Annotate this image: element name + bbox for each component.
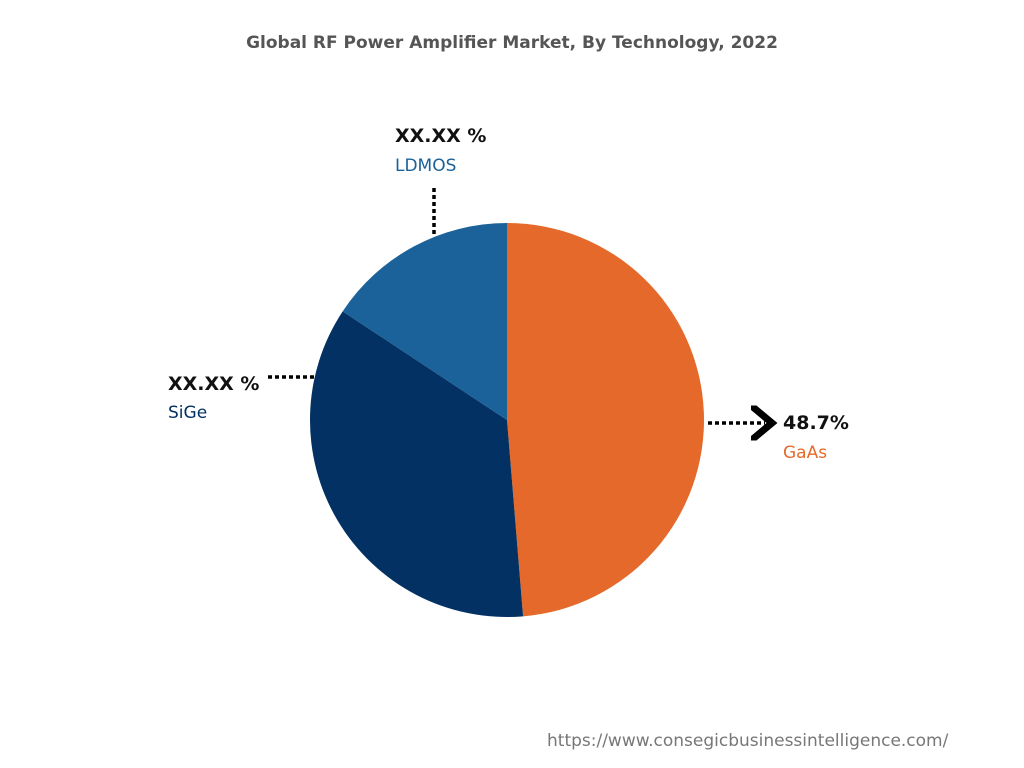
pie-slice-gaas: [507, 223, 705, 617]
data-label-gaas-name: GaAs: [783, 443, 828, 463]
data-label-sige-name: SiGe: [168, 403, 208, 423]
data-label-sige-value: XX.XX %: [168, 373, 260, 395]
data-label-ldmos-name: LDMOS: [395, 156, 457, 176]
source-url: https://www.consegicbusinessintelligence…: [547, 731, 949, 751]
pie-slice-ldmos: [342, 223, 507, 420]
chart-title: Global RF Power Amplifier Market, By Tec…: [246, 33, 778, 53]
pie-slice-sige: [310, 311, 524, 617]
data-label-ldmos-value: XX.XX %: [395, 125, 487, 147]
data-label-gaas-value: 48.7%: [783, 412, 849, 434]
